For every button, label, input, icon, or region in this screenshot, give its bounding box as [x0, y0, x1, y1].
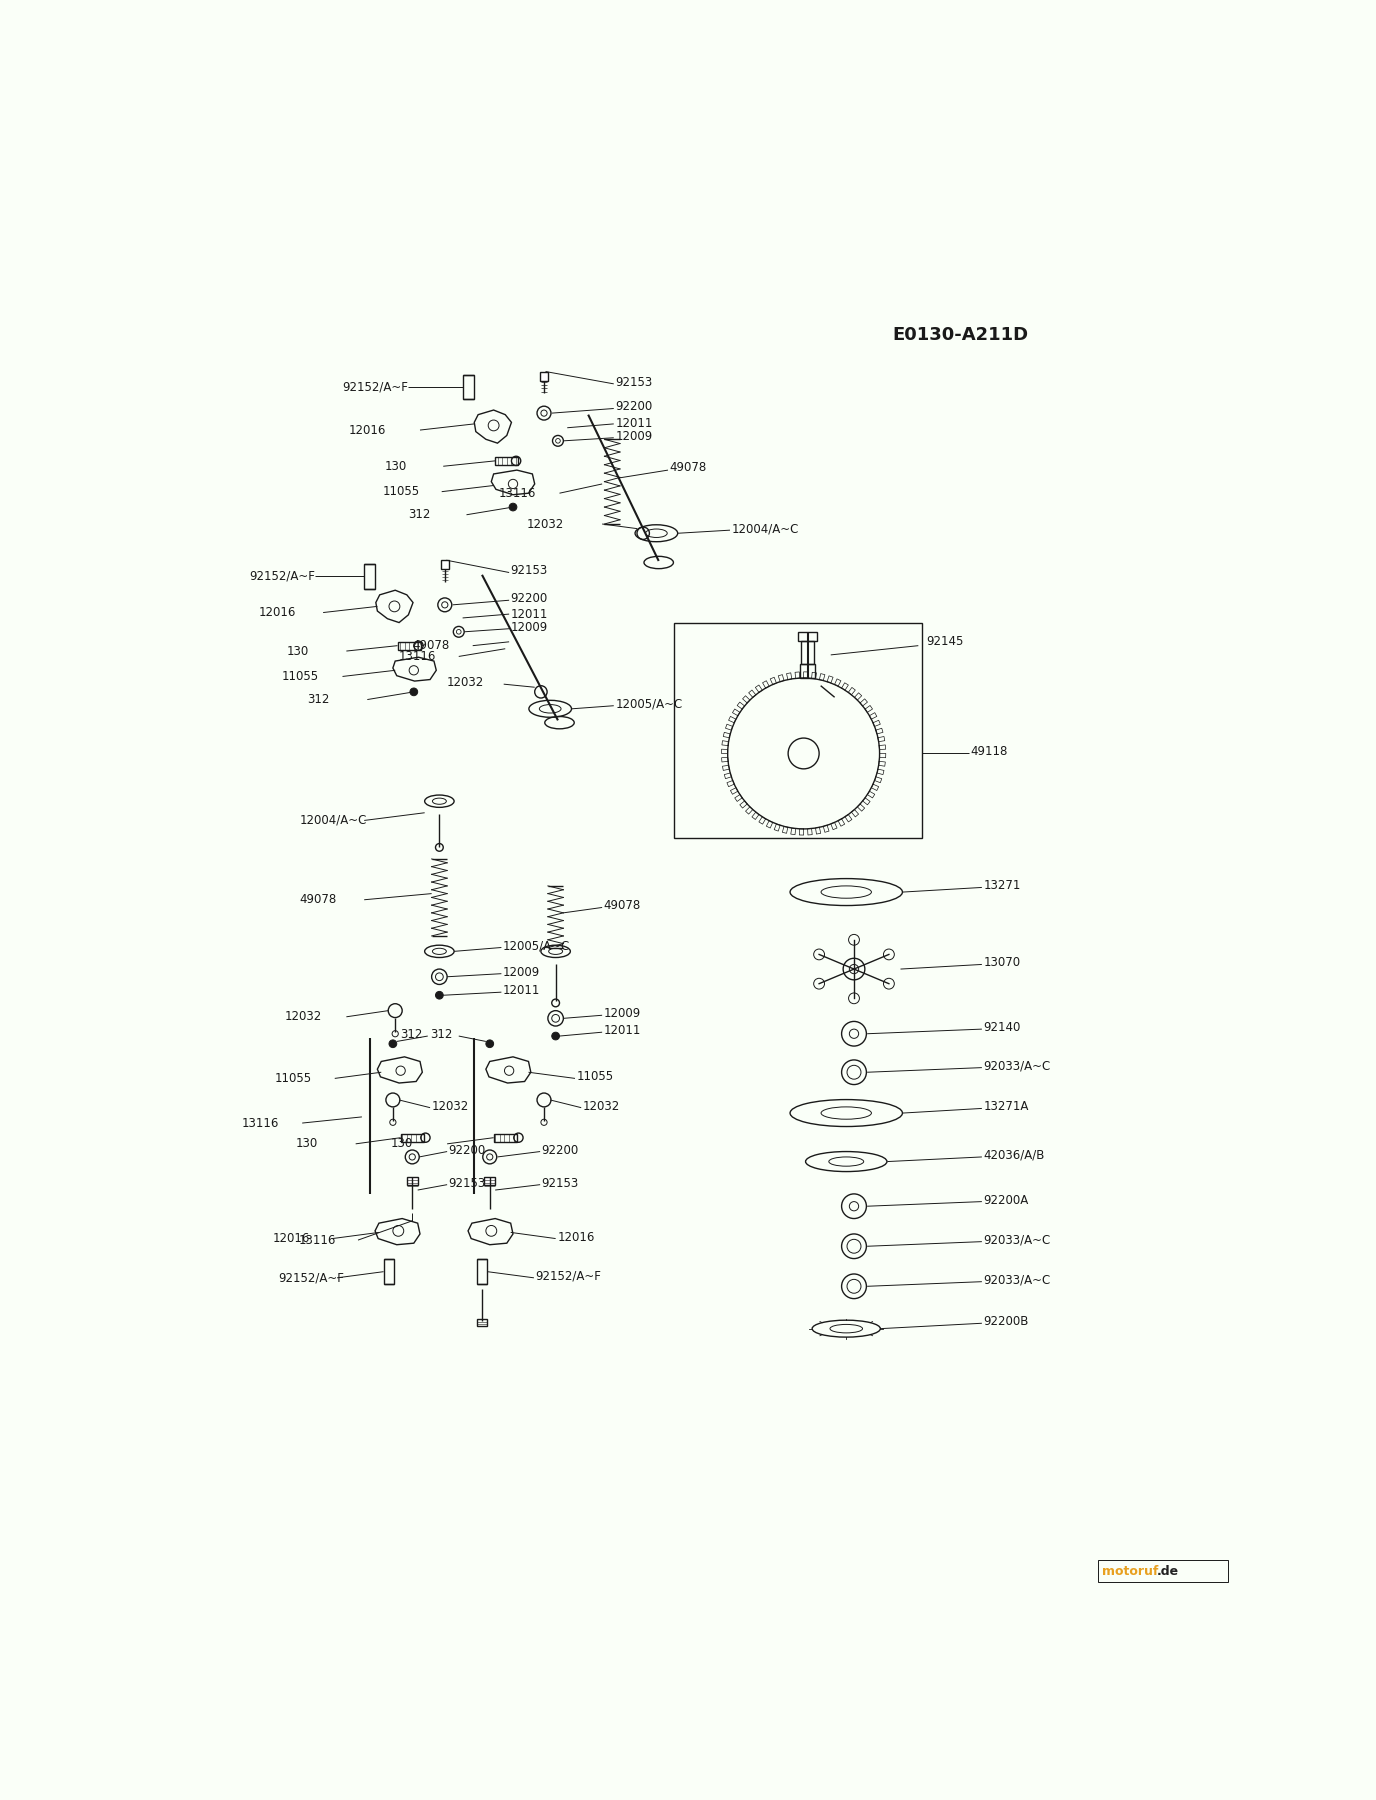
Circle shape — [389, 1040, 396, 1048]
Bar — [674, 623, 922, 839]
Text: 92152/A~F: 92152/A~F — [343, 380, 409, 394]
Bar — [495, 457, 519, 464]
Bar — [476, 1319, 487, 1325]
Text: 92152/A~F: 92152/A~F — [278, 1271, 344, 1285]
Text: 13271: 13271 — [984, 880, 1021, 893]
Bar — [407, 1177, 418, 1184]
Bar — [541, 371, 548, 382]
Text: 130: 130 — [296, 1138, 318, 1150]
Text: 11055: 11055 — [383, 486, 420, 499]
Text: 92152/A~F: 92152/A~F — [535, 1269, 601, 1283]
Text: 12016: 12016 — [348, 423, 387, 437]
Text: 12016: 12016 — [557, 1231, 594, 1244]
Text: 42036/A/B: 42036/A/B — [984, 1148, 1044, 1163]
Text: 92200A: 92200A — [984, 1193, 1029, 1206]
Text: 12005/A~C: 12005/A~C — [502, 940, 570, 952]
Text: 92153: 92153 — [449, 1177, 486, 1190]
Bar — [365, 563, 376, 589]
Text: 12032: 12032 — [527, 518, 564, 531]
Text: 130: 130 — [385, 459, 407, 473]
Bar — [494, 1134, 517, 1141]
Text: 49078: 49078 — [670, 461, 707, 473]
Bar — [798, 632, 817, 641]
Text: 92153: 92153 — [542, 1177, 579, 1190]
Circle shape — [552, 1031, 560, 1040]
Text: 13116: 13116 — [499, 486, 537, 500]
Text: 12004/A~C: 12004/A~C — [732, 522, 799, 535]
Text: 12032: 12032 — [285, 1010, 322, 1022]
Text: .de: .de — [1156, 1564, 1178, 1577]
Text: 13116: 13116 — [242, 1116, 279, 1130]
Bar — [799, 664, 815, 679]
Text: 49078: 49078 — [300, 893, 337, 905]
Text: 92033/A~C: 92033/A~C — [984, 1233, 1051, 1247]
Text: 92200: 92200 — [542, 1143, 579, 1157]
Text: 12011: 12011 — [604, 1024, 641, 1037]
Bar — [1098, 1561, 1229, 1582]
Circle shape — [509, 504, 517, 511]
Text: 13116: 13116 — [299, 1233, 336, 1247]
Text: 92152/A~F: 92152/A~F — [249, 571, 315, 583]
Bar — [440, 560, 449, 569]
Text: 12009: 12009 — [510, 621, 548, 634]
Text: 12032: 12032 — [432, 1100, 469, 1112]
Text: 12011: 12011 — [510, 608, 548, 621]
Text: 312: 312 — [308, 693, 330, 706]
Text: 12005/A~C: 12005/A~C — [615, 698, 682, 711]
Text: 92153: 92153 — [615, 376, 652, 389]
Text: 12032: 12032 — [583, 1100, 621, 1112]
Text: 130: 130 — [391, 1138, 413, 1150]
Text: 12016: 12016 — [259, 607, 296, 619]
Text: 92140: 92140 — [984, 1021, 1021, 1033]
Bar — [384, 1260, 395, 1283]
Circle shape — [486, 1040, 494, 1048]
Text: 13070: 13070 — [984, 956, 1021, 970]
Text: 13271A: 13271A — [984, 1100, 1029, 1114]
Text: 49078: 49078 — [413, 639, 450, 652]
Text: 12004/A~C: 12004/A~C — [300, 814, 367, 826]
Text: 11055: 11055 — [577, 1071, 614, 1084]
Text: 12011: 12011 — [502, 985, 541, 997]
Text: 312: 312 — [431, 1028, 453, 1040]
Text: 13116: 13116 — [398, 650, 436, 662]
Text: 49118: 49118 — [970, 745, 1007, 758]
Text: 12032: 12032 — [447, 677, 484, 689]
Bar — [801, 641, 813, 664]
Text: 12016: 12016 — [272, 1231, 310, 1246]
Bar — [400, 1134, 424, 1141]
Text: 130: 130 — [286, 644, 310, 657]
Circle shape — [435, 992, 443, 999]
Text: 12009: 12009 — [604, 1008, 641, 1021]
Text: 49078: 49078 — [604, 900, 641, 913]
Text: 92200: 92200 — [449, 1143, 486, 1157]
Text: 92200: 92200 — [510, 592, 548, 605]
Text: 92033/A~C: 92033/A~C — [984, 1060, 1051, 1073]
Bar — [398, 643, 421, 650]
Bar — [476, 1260, 487, 1283]
Text: 312: 312 — [400, 1028, 422, 1040]
Bar — [464, 374, 475, 400]
Text: 12011: 12011 — [615, 418, 652, 430]
Text: 312: 312 — [409, 508, 431, 522]
Text: 11055: 11055 — [275, 1071, 312, 1085]
Text: 92200B: 92200B — [984, 1316, 1029, 1328]
Bar — [484, 1177, 495, 1184]
Text: E0130-A211D: E0130-A211D — [893, 326, 1029, 344]
Text: 92200: 92200 — [615, 400, 652, 414]
Text: 11055: 11055 — [282, 670, 319, 682]
Text: motoruf: motoruf — [1102, 1564, 1159, 1577]
Text: 92153: 92153 — [510, 565, 548, 578]
Text: 92145: 92145 — [926, 635, 963, 648]
Text: 12009: 12009 — [615, 430, 652, 443]
Circle shape — [410, 688, 418, 697]
Text: 12009: 12009 — [502, 965, 541, 979]
Text: 92033/A~C: 92033/A~C — [984, 1274, 1051, 1287]
